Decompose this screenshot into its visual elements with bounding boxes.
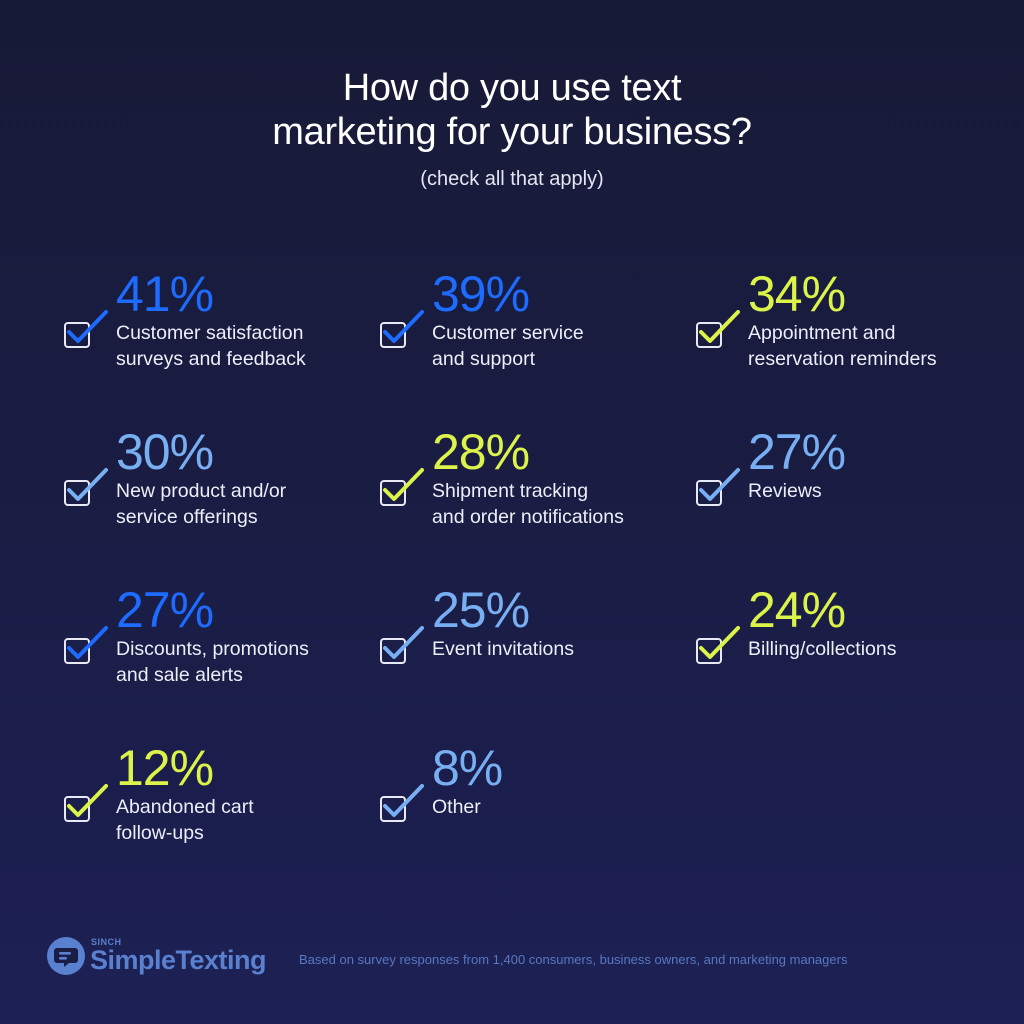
checkmark-icon bbox=[383, 784, 424, 817]
checkmark-icon bbox=[67, 468, 108, 501]
stat-item: 39% Customer service and support bbox=[380, 266, 680, 386]
stat-percentage: 25% bbox=[432, 582, 530, 638]
stat-item: 34% Appointment and reservation reminder… bbox=[696, 266, 996, 386]
stat-label-line-1: Event invitations bbox=[432, 638, 574, 660]
checkmark-icon bbox=[699, 468, 740, 501]
stat-percentage: 34% bbox=[748, 266, 846, 322]
stat-label-line-1: Billing/collections bbox=[748, 638, 897, 660]
brand-small: SINCH bbox=[91, 937, 122, 947]
checkmark-icon bbox=[67, 784, 108, 817]
stat-label-line-2: and order notifications bbox=[432, 506, 624, 528]
brand-name: SimpleTexting bbox=[90, 945, 267, 975]
checkbox-icon bbox=[696, 480, 722, 506]
stat-label-line-1: Appointment and bbox=[748, 322, 896, 344]
stat-label-line-1: New product and/or bbox=[116, 480, 287, 502]
checkbox-icon bbox=[696, 322, 722, 348]
stat-label-line-1: Abandoned cart bbox=[116, 796, 254, 818]
checkmark-icon bbox=[383, 310, 424, 343]
checkbox-icon bbox=[380, 480, 406, 506]
checkbox-icon bbox=[380, 322, 406, 348]
stat-label-line-2: follow-ups bbox=[116, 822, 204, 844]
stat-label: Reviews bbox=[748, 478, 822, 504]
stat-item: 28% Shipment tracking and order notifica… bbox=[380, 424, 680, 544]
title-line-1: How do you use text bbox=[342, 67, 682, 109]
stat-label-line-1: Reviews bbox=[748, 480, 822, 502]
title-line-2: marketing for your business? bbox=[272, 111, 752, 153]
checkbox-icon bbox=[64, 638, 90, 664]
stat-label: Discounts, promotions and sale alerts bbox=[116, 636, 309, 688]
stat-item: 27% Discounts, promotions and sale alert… bbox=[64, 582, 364, 702]
page-title: How do you use text marketing for your b… bbox=[0, 66, 1024, 154]
stat-label-line-1: Other bbox=[432, 796, 481, 818]
stat-item: 24% Billing/collections bbox=[696, 582, 996, 702]
stat-percentage: 12% bbox=[116, 740, 214, 796]
stat-label: Customer service and support bbox=[432, 320, 584, 372]
chat-bubble-icon bbox=[47, 937, 85, 975]
checkmark-icon bbox=[699, 310, 740, 343]
stat-label-line-2: surveys and feedback bbox=[116, 348, 306, 370]
stat-label-line-1: Customer satisfaction bbox=[116, 322, 304, 344]
stat-percentage: 41% bbox=[116, 266, 214, 322]
stat-percentage: 24% bbox=[748, 582, 846, 638]
stat-percentage: 8% bbox=[432, 740, 503, 796]
stat-label: Abandoned cart follow-ups bbox=[116, 794, 254, 846]
stat-label-line-1: Shipment tracking bbox=[432, 480, 589, 502]
stat-label: Appointment and reservation reminders bbox=[748, 320, 937, 372]
stat-label-line-1: Discounts, promotions bbox=[116, 638, 309, 660]
stat-label: New product and/or service offerings bbox=[116, 478, 286, 530]
stat-percentage: 30% bbox=[116, 424, 214, 480]
checkmark-icon bbox=[67, 310, 108, 343]
stat-item: 41% Customer satisfaction surveys and fe… bbox=[64, 266, 364, 386]
stat-item: 27% Reviews bbox=[696, 424, 996, 544]
subtitle: (check all that apply) bbox=[420, 168, 604, 190]
checkmark-icon bbox=[699, 626, 740, 659]
checkmark-icon bbox=[383, 626, 424, 659]
source-note: Based on survey responses from 1,400 con… bbox=[299, 952, 848, 967]
stat-item: 25% Event invitations bbox=[380, 582, 680, 702]
stat-percentage: 28% bbox=[432, 424, 530, 480]
stat-label: Other bbox=[432, 794, 481, 820]
checkmark-icon bbox=[383, 468, 424, 501]
stat-label: Customer satisfaction surveys and feedba… bbox=[116, 320, 306, 372]
stat-item: 8% Other bbox=[380, 740, 680, 860]
stat-percentage: 27% bbox=[116, 582, 214, 638]
stat-label-line-2: service offerings bbox=[116, 506, 258, 528]
stat-label: Event invitations bbox=[432, 636, 574, 662]
stat-item: 12% Abandoned cart follow-ups bbox=[64, 740, 364, 860]
checkmark-icon bbox=[67, 626, 108, 659]
checkbox-icon bbox=[64, 322, 90, 348]
checkbox-icon bbox=[64, 796, 90, 822]
stat-label: Shipment tracking and order notification… bbox=[432, 478, 624, 530]
checkbox-icon bbox=[380, 796, 406, 822]
stat-item: 30% New product and/or service offerings bbox=[64, 424, 364, 544]
stat-label-line-2: and sale alerts bbox=[116, 664, 243, 686]
stat-label-line-1: Customer service bbox=[432, 322, 584, 344]
brand-logo: SINCH SimpleTexting bbox=[47, 937, 287, 977]
checkbox-icon bbox=[696, 638, 722, 664]
checkbox-icon bbox=[380, 638, 406, 664]
stat-percentage: 27% bbox=[748, 424, 846, 480]
stat-percentage: 39% bbox=[432, 266, 530, 322]
stat-label-line-2: and support bbox=[432, 348, 535, 370]
stat-label: Billing/collections bbox=[748, 636, 897, 662]
stat-label-line-2: reservation reminders bbox=[748, 348, 937, 370]
checkbox-icon bbox=[64, 480, 90, 506]
